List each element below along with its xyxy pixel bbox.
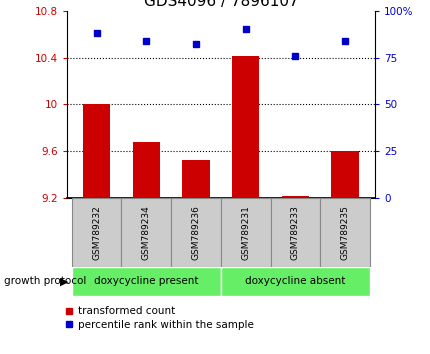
Title: GDS4096 / 7896107: GDS4096 / 7896107: [143, 0, 298, 10]
Bar: [132, 142, 160, 198]
Bar: [319, 198, 369, 267]
Text: GSM789232: GSM789232: [92, 205, 101, 260]
Bar: [231, 56, 259, 198]
Bar: [221, 198, 270, 267]
Text: doxycycline present: doxycycline present: [94, 276, 198, 286]
Text: GSM789235: GSM789235: [340, 205, 349, 260]
Bar: [281, 196, 308, 198]
Legend: transformed count, percentile rank within the sample: transformed count, percentile rank withi…: [63, 304, 255, 332]
Bar: [83, 104, 110, 198]
Bar: [221, 267, 369, 296]
Bar: [72, 267, 221, 296]
Bar: [171, 198, 221, 267]
Text: doxycycline absent: doxycycline absent: [245, 276, 345, 286]
Bar: [270, 198, 319, 267]
Text: GSM789234: GSM789234: [141, 205, 150, 260]
Bar: [182, 160, 209, 198]
Text: GSM789231: GSM789231: [241, 205, 250, 260]
Text: GSM789236: GSM789236: [191, 205, 200, 260]
Text: ▶: ▶: [59, 276, 68, 286]
Text: growth protocol: growth protocol: [4, 276, 86, 286]
Text: GSM789233: GSM789233: [290, 205, 299, 260]
Bar: [331, 152, 358, 198]
Bar: [72, 198, 121, 267]
Bar: [121, 198, 171, 267]
